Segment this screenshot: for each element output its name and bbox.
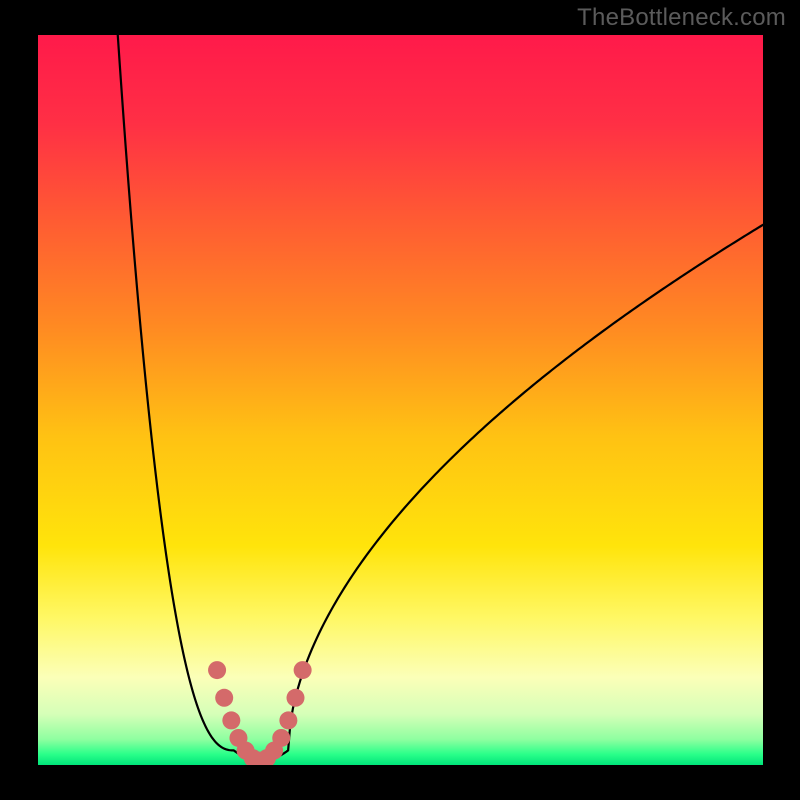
valley-dot (272, 729, 290, 747)
plot-svg (38, 35, 763, 765)
chart-container: TheBottleneck.com (0, 0, 800, 800)
valley-dot (294, 661, 312, 679)
valley-dot (279, 711, 297, 729)
attribution-text: TheBottleneck.com (577, 4, 786, 32)
plot-area (38, 35, 763, 765)
valley-dot (208, 661, 226, 679)
valley-dot (222, 711, 240, 729)
valley-dot (287, 689, 305, 707)
valley-dot (215, 689, 233, 707)
